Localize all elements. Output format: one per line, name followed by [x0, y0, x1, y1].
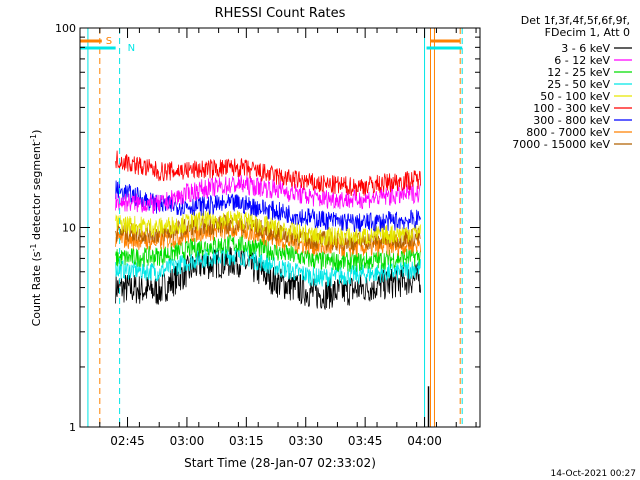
s-marker-label: S [106, 36, 112, 47]
x-axis-label: Start Time (28-Jan-07 02:33:02) [184, 456, 376, 470]
plot-area [115, 150, 421, 310]
series-line [115, 246, 421, 287]
x-tick-label: 03:00 [170, 434, 205, 448]
legend-entry-label: 800 - 7000 keV [526, 126, 610, 139]
x-tick-label: 03:45 [348, 434, 383, 448]
y-tick-label: 100 [55, 22, 76, 35]
legend-entry-label: 300 - 800 keV [533, 114, 610, 127]
series-line [115, 245, 421, 310]
legend-entry-label: 100 - 300 keV [533, 102, 610, 115]
legend-entry-label: 7000 - 15000 keV [512, 138, 610, 151]
legend-entry-label: 6 - 12 keV [554, 54, 610, 67]
x-tick-label: 03:30 [288, 434, 323, 448]
y-axis-label-sup2: -1 [29, 134, 38, 142]
axes: 1 10 100 02:45 03:00 03:15 03:30 03:45 04:00 [55, 22, 481, 448]
y-axis-label-end: ) [30, 130, 43, 134]
legend-entry-label: 25 - 50 keV [547, 78, 610, 91]
y-tick-label: 10 [62, 222, 76, 235]
series-line [115, 210, 421, 247]
footer-date: 14-Oct-2021 00:27 [551, 469, 636, 479]
legend-header-line-2: FDecim 1, Att 0 [545, 26, 630, 39]
y-axis-label-tail: detector segment [30, 141, 43, 243]
legend-entry-label: 50 - 100 keV [540, 90, 610, 103]
y-axis-label-main: Count Rate (s [30, 251, 43, 326]
legend-header-line-1: Det 1f,3f,4f,5f,6f,9f, [521, 14, 630, 27]
y-axis-label: Count Rate (s-1 detector segment-1) [29, 130, 44, 327]
series-line [115, 150, 421, 197]
x-tick-label: 03:15 [229, 434, 264, 448]
legend-entry-label: 3 - 6 keV [561, 42, 610, 55]
y-axis-label-sup: -1 [29, 244, 38, 252]
n-marker-label: N [128, 43, 135, 54]
chart-title: RHESSI Count Rates [215, 6, 346, 21]
legend-entry-label: 12 - 25 keV [547, 66, 610, 79]
series-line [115, 175, 421, 214]
y-tick-label: 1 [69, 421, 76, 434]
x-tick-label: 04:00 [407, 434, 442, 448]
legend: Det 1f,3f,4f,5f,6f,9f, FDecim 1, Att 0 3… [512, 14, 632, 151]
annotations: SN [80, 28, 463, 427]
x-tick-label: 02:45 [110, 434, 145, 448]
